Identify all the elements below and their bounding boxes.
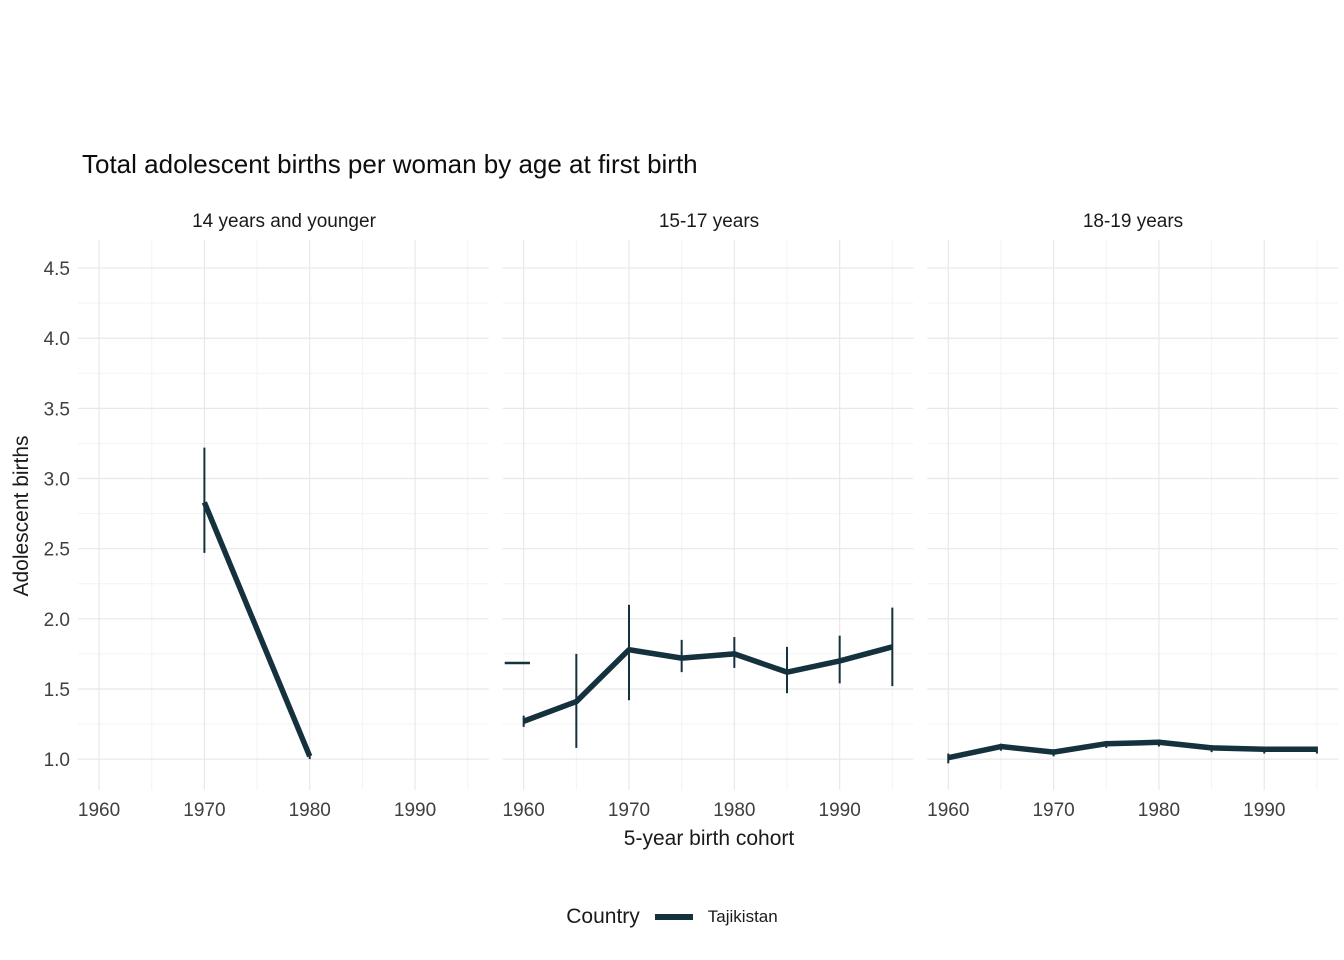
x-tick-label: 1960	[503, 800, 545, 821]
facet-label-18-19: 18-19 years	[1082, 211, 1184, 232]
x-tick-label: 1980	[713, 800, 755, 821]
y-tick-label: 2.0	[44, 610, 70, 631]
legend-swatch-tajikistan	[654, 914, 693, 920]
y-tick-label: 3.5	[44, 399, 70, 420]
x-tick-label: 1980	[1138, 800, 1180, 821]
x-tick-label: 1990	[819, 800, 861, 821]
x-axis-title: 5-year birth cohort	[623, 827, 795, 850]
series-line-tajikistan	[947, 739, 1317, 761]
x-tick-label: 1990	[1243, 800, 1285, 821]
chart-title: Total adolescent births per woman by age…	[82, 149, 698, 179]
legend-title: Country	[566, 905, 640, 928]
y-tick-label: 4.5	[44, 259, 70, 280]
x-tick-label: 1960	[927, 800, 969, 821]
y-tick-label: 1.0	[44, 750, 70, 771]
y-tick-label: 2.5	[44, 540, 70, 561]
series-line-tajikistan	[522, 644, 894, 724]
x-tick-label: 1990	[394, 800, 436, 821]
y-tick-label: 1.5	[44, 680, 70, 701]
x-tick-label: 1980	[289, 800, 331, 821]
y-tick-label: 4.0	[44, 329, 70, 350]
x-tick-label: 1970	[183, 800, 225, 821]
facet-label-15-17: 15-17 years	[658, 211, 760, 232]
x-tick-label: 1970	[608, 800, 650, 821]
facet-panel-0: 1960 1970 1980 1990	[78, 240, 489, 821]
x-tick-label: 1960	[78, 800, 120, 821]
legend-label-tajikistan: Tajikistan	[707, 907, 778, 926]
series-line-tajikistan	[201, 501, 313, 758]
x-tick-label: 1970	[1032, 800, 1074, 821]
legend: Country Tajikistan	[0, 905, 1344, 929]
facet-panel-1: 1960 1970 1980 1990	[503, 240, 914, 821]
y-tick-label: 3.0	[44, 470, 70, 491]
facet-panel-2: 1960 1970 1980 1990	[927, 240, 1338, 821]
facet-label-14-and-younger: 14 years and younger	[192, 211, 376, 232]
